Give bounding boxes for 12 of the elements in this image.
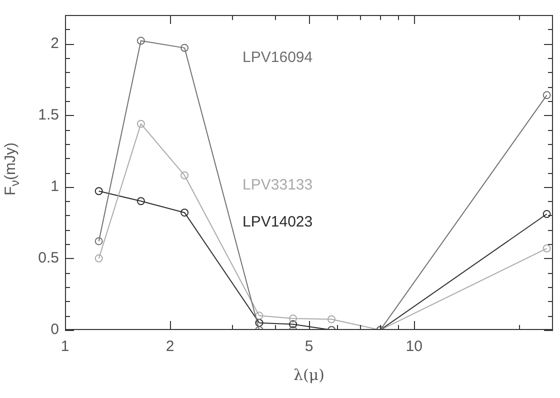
x-tick-label: 10 xyxy=(406,338,422,356)
text: LPV33133 xyxy=(242,176,313,194)
text: LPV14023 xyxy=(242,214,313,231)
x-axis-title: λ(μ) xyxy=(292,366,326,384)
x-tick-label: 5 xyxy=(304,338,314,356)
text: LPV16094 xyxy=(242,49,313,66)
y-tick-label: 2 xyxy=(50,34,59,52)
y-tick-label: 0 xyxy=(50,321,59,338)
x-tick-label: 2 xyxy=(166,338,174,356)
y-tick-label: 1 xyxy=(50,178,59,195)
y-tick-label: 0.5 xyxy=(38,250,59,267)
y-tick-label: 1.5 xyxy=(38,106,59,124)
